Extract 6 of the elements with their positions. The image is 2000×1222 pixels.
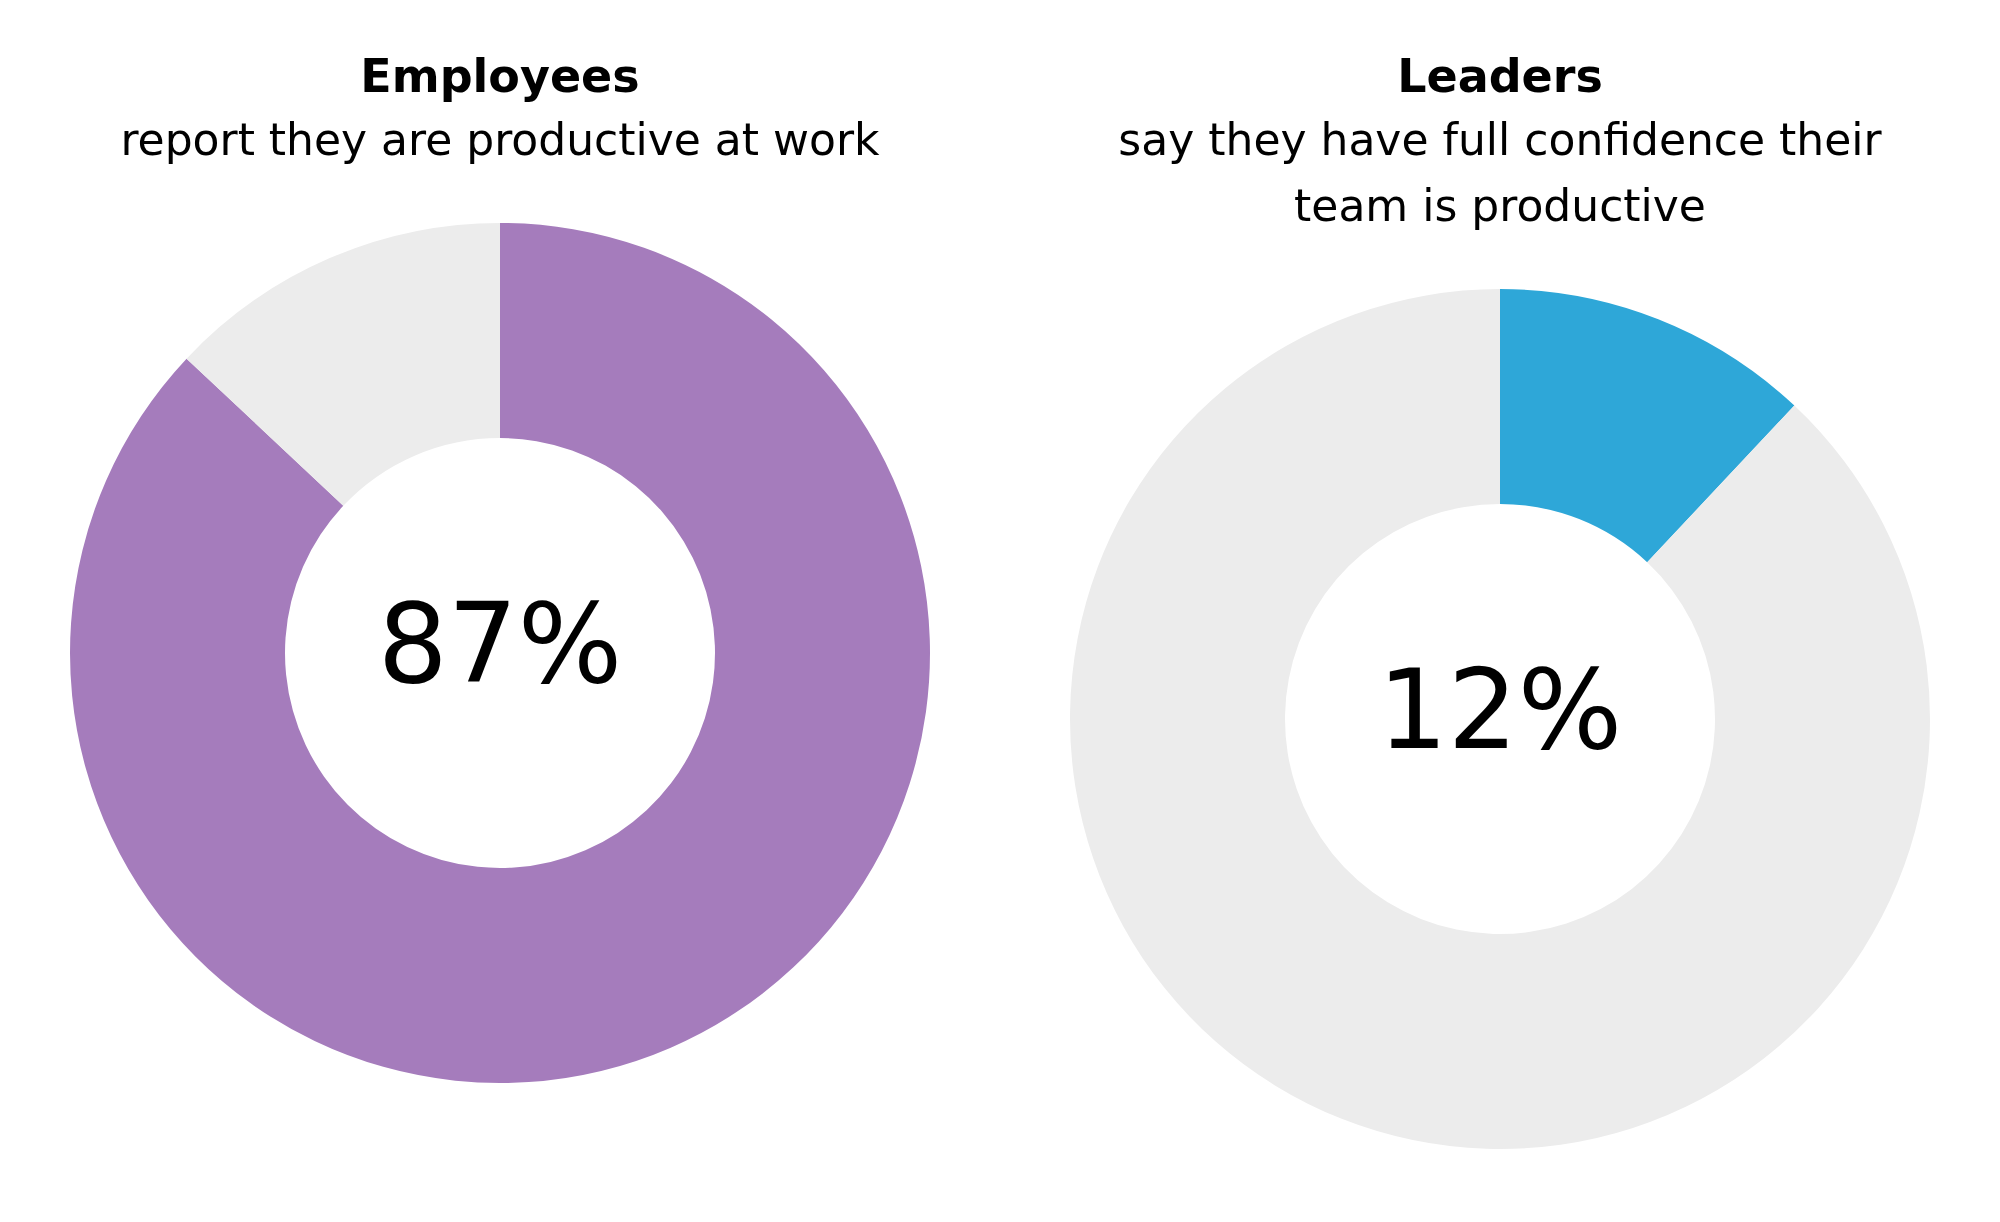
- data-label: 87%: [377, 579, 623, 708]
- chart-subtitle: say they have full confidence their team is productive: [1117, 113, 1883, 233]
- chart-subtitle: report they are productive at work: [119, 113, 881, 167]
- chart-title: Leaders: [1397, 48, 1603, 105]
- data-label: 12%: [1377, 645, 1623, 774]
- chart-title: Employees: [360, 48, 640, 105]
